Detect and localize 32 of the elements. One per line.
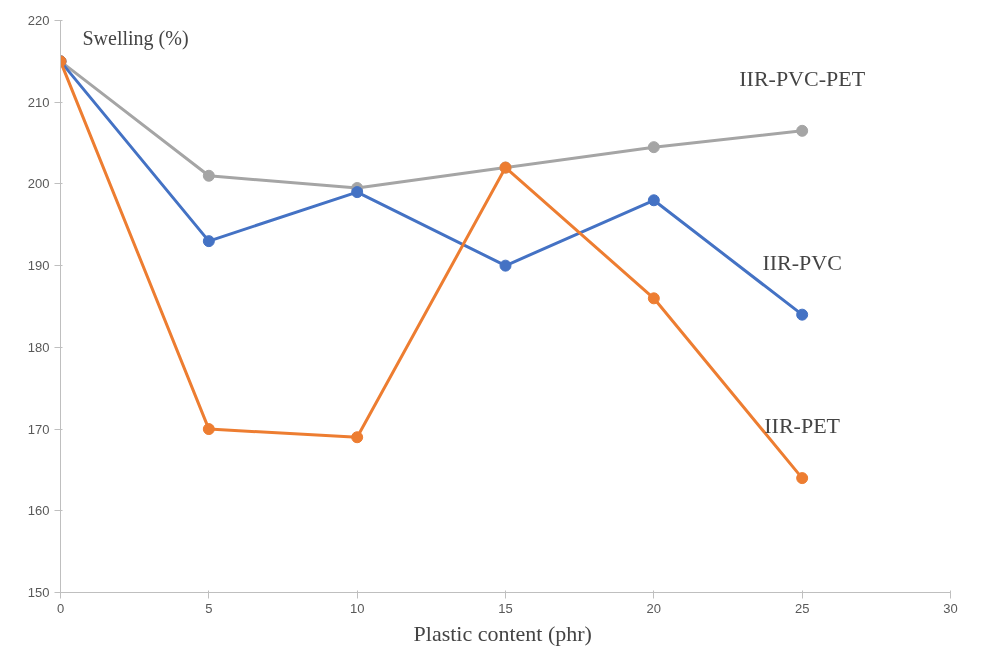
point [351,431,364,444]
point [796,308,809,321]
point [796,472,809,485]
point [796,124,809,137]
y-tick-label: 180 [27,339,50,355]
point [499,259,512,272]
x-tick-label: 0 [56,600,65,616]
x-axis-title: Plastic content (phr) [413,620,592,646]
point [202,169,215,182]
series-label: IIR-PVC [762,249,842,275]
x-tick-label: 25 [794,600,810,616]
point [647,292,660,305]
text: IIR-PVC-PET [739,65,866,91]
point [202,423,215,436]
point [647,141,660,154]
x-tick-label: 20 [646,600,662,616]
y-tick-label: 200 [27,176,50,192]
y-axis-title: Swelling (%) [82,26,189,50]
point [351,186,364,199]
y-tick-label: 220 [27,13,50,28]
x-tick-label: 15 [498,600,513,616]
x-tick-label: 30 [943,600,958,616]
x-tick-label: 5 [205,600,213,616]
point [202,235,215,248]
y-tick-label: 190 [27,258,50,274]
y-tick-label: 170 [27,421,50,437]
y-tick-label: 210 [27,94,50,110]
point [647,194,660,207]
y-tick-label: 160 [27,503,50,519]
series-label: IIR-PET [764,413,841,439]
x-tick-label: 10 [349,600,365,616]
y-tick-label: 150 [27,585,50,600]
